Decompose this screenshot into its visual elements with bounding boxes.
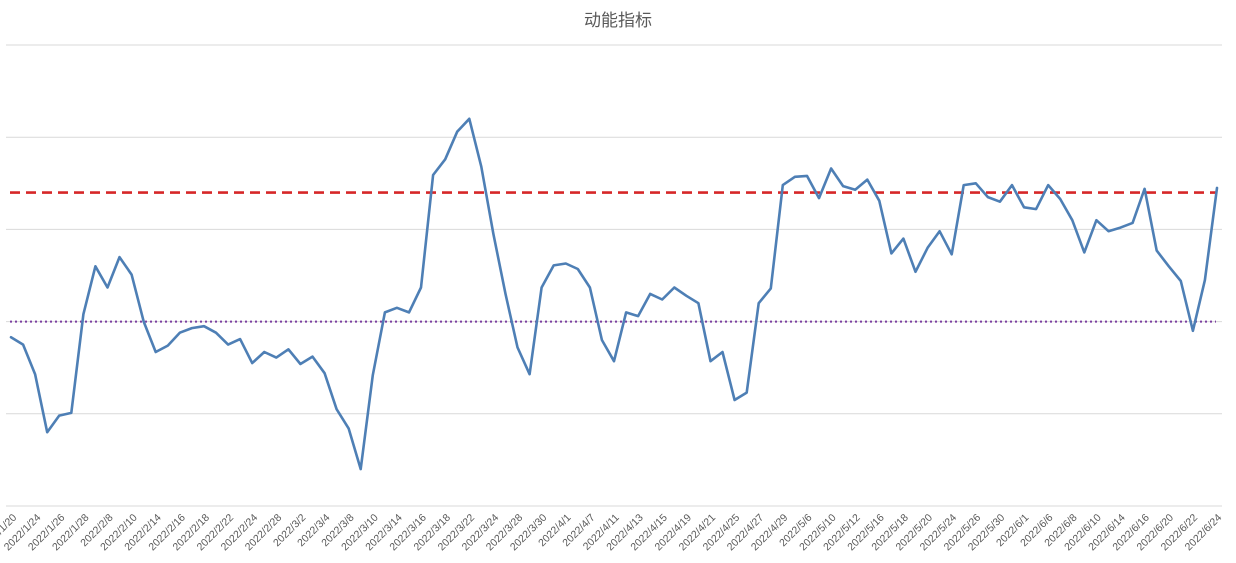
series-lines — [9, 117, 1219, 471]
chart-title: 动能指标 — [584, 11, 652, 31]
x-tick-labels: 2022/1/202022/1/242022/1/262022/1/282022… — [0, 512, 1224, 554]
gridlines — [6, 44, 1222, 507]
series-line — [9, 117, 1219, 471]
reference-lines — [10, 191, 1216, 323]
